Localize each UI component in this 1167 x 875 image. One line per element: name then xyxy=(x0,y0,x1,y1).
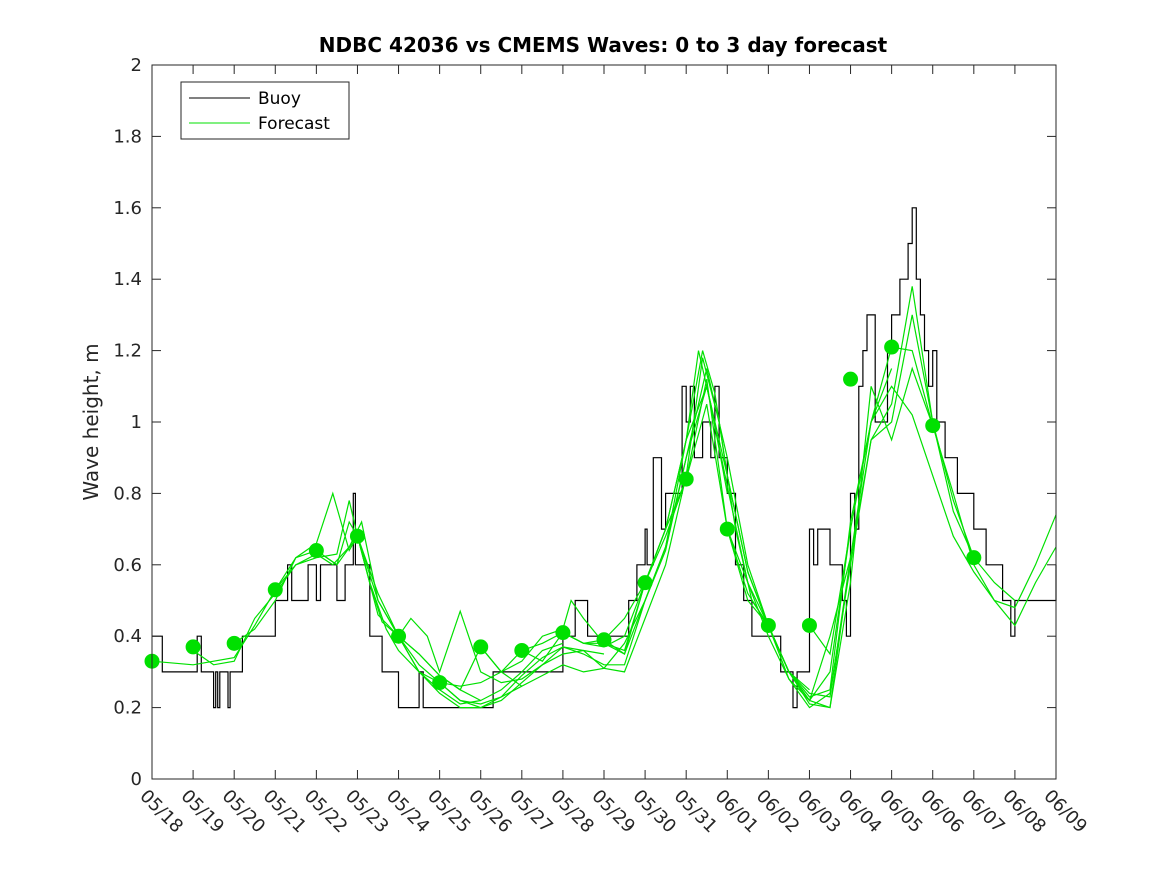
legend-box xyxy=(180,81,350,140)
y-axis-label: Wave height, m xyxy=(79,343,103,500)
forecast-marker xyxy=(267,582,283,598)
forecast-marker xyxy=(884,339,900,355)
forecast-marker xyxy=(391,628,407,644)
legend-label-buoy: Buoy xyxy=(258,89,301,109)
forecast-series-line-7 xyxy=(397,350,728,709)
y-tick-label: 0.2 xyxy=(113,698,142,719)
forecast-marker xyxy=(185,639,201,655)
forecast-marker xyxy=(432,675,448,691)
forecast-series-line-3 xyxy=(233,520,564,702)
forecast-marker xyxy=(637,575,653,591)
y-tick-label: 1.6 xyxy=(113,198,142,219)
legend: Buoy Forecast xyxy=(180,81,350,140)
y-tick-label: 0 xyxy=(131,769,142,790)
forecast-series-line-17 xyxy=(809,385,1057,656)
forecast-series-line-12 xyxy=(603,350,893,698)
forecast-marker xyxy=(719,521,735,537)
chart-title: NDBC 42036 vs CMEMS Waves: 0 to 3 day fo… xyxy=(319,33,888,57)
y-tick-label: 0.8 xyxy=(113,483,142,504)
y-tick-label: 1 xyxy=(131,412,142,433)
forecast-series-line-14 xyxy=(685,314,975,709)
y-tick-label: 1.4 xyxy=(113,269,142,290)
forecast-marker xyxy=(801,617,817,633)
forecast-marker xyxy=(514,642,530,658)
y-tick-label: 0.6 xyxy=(113,555,142,576)
forecast-marker xyxy=(349,528,365,544)
forecast-series-line-16 xyxy=(767,366,1057,709)
forecast-marker xyxy=(678,471,694,487)
forecast-marker xyxy=(760,617,776,633)
forecast-marker xyxy=(226,635,242,651)
forecast-marker xyxy=(596,632,612,648)
plot-area xyxy=(144,207,1057,709)
forecast-marker xyxy=(308,543,324,559)
forecast-marker xyxy=(473,639,489,655)
y-tick-label: 1.8 xyxy=(113,126,142,147)
y-tick-label: 2 xyxy=(131,55,142,76)
forecast-marker xyxy=(843,371,859,387)
y-tick-label: 1.2 xyxy=(113,341,142,362)
forecast-series-line-1 xyxy=(151,491,481,705)
forecast-marker xyxy=(925,418,941,434)
forecast-marker xyxy=(555,625,571,641)
y-tick-label: 0.4 xyxy=(113,626,142,647)
legend-label-forecast: Forecast xyxy=(258,114,330,134)
forecast-marker xyxy=(966,550,982,566)
